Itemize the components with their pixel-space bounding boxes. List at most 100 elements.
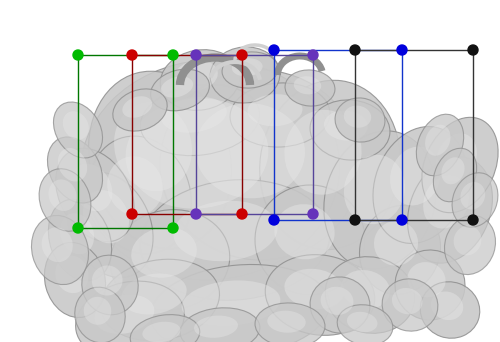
Ellipse shape bbox=[80, 60, 340, 280]
Circle shape bbox=[468, 215, 478, 225]
Ellipse shape bbox=[310, 100, 390, 160]
Ellipse shape bbox=[140, 84, 260, 156]
Circle shape bbox=[269, 215, 279, 225]
Circle shape bbox=[269, 45, 279, 55]
Circle shape bbox=[397, 45, 407, 55]
Ellipse shape bbox=[320, 287, 354, 315]
Ellipse shape bbox=[56, 148, 134, 242]
Ellipse shape bbox=[122, 96, 152, 118]
Circle shape bbox=[237, 50, 247, 60]
Bar bbox=[78, 55, 173, 228]
Ellipse shape bbox=[82, 255, 138, 315]
Bar bbox=[132, 55, 242, 214]
Ellipse shape bbox=[436, 133, 477, 182]
Ellipse shape bbox=[88, 71, 232, 249]
Ellipse shape bbox=[56, 255, 88, 293]
Ellipse shape bbox=[160, 70, 360, 260]
Ellipse shape bbox=[210, 47, 280, 103]
Bar bbox=[196, 55, 313, 214]
Ellipse shape bbox=[452, 173, 498, 227]
Ellipse shape bbox=[416, 114, 464, 176]
Ellipse shape bbox=[48, 180, 76, 211]
Ellipse shape bbox=[100, 259, 220, 341]
Ellipse shape bbox=[425, 125, 450, 156]
Ellipse shape bbox=[460, 182, 485, 210]
Ellipse shape bbox=[373, 127, 467, 244]
Ellipse shape bbox=[48, 199, 112, 281]
Ellipse shape bbox=[390, 147, 441, 206]
Ellipse shape bbox=[260, 80, 400, 250]
Ellipse shape bbox=[142, 322, 180, 342]
Ellipse shape bbox=[408, 262, 446, 298]
Ellipse shape bbox=[126, 98, 268, 209]
Ellipse shape bbox=[431, 291, 463, 320]
Circle shape bbox=[191, 50, 201, 60]
Ellipse shape bbox=[344, 155, 405, 224]
Circle shape bbox=[350, 215, 360, 225]
Circle shape bbox=[73, 50, 83, 60]
Ellipse shape bbox=[347, 312, 378, 332]
Bar bbox=[274, 50, 402, 220]
Ellipse shape bbox=[63, 111, 89, 140]
Ellipse shape bbox=[44, 242, 106, 317]
Ellipse shape bbox=[374, 221, 418, 266]
Ellipse shape bbox=[194, 316, 238, 338]
Ellipse shape bbox=[284, 110, 362, 195]
Ellipse shape bbox=[360, 206, 440, 294]
Ellipse shape bbox=[70, 164, 112, 211]
Ellipse shape bbox=[222, 52, 278, 88]
Ellipse shape bbox=[42, 227, 72, 262]
Ellipse shape bbox=[94, 295, 154, 334]
Ellipse shape bbox=[344, 106, 371, 128]
Circle shape bbox=[191, 209, 201, 219]
Ellipse shape bbox=[423, 175, 469, 228]
Ellipse shape bbox=[150, 69, 210, 111]
Ellipse shape bbox=[395, 250, 465, 320]
Ellipse shape bbox=[58, 148, 87, 182]
Ellipse shape bbox=[454, 226, 481, 255]
Ellipse shape bbox=[337, 305, 393, 342]
Ellipse shape bbox=[88, 136, 192, 254]
Ellipse shape bbox=[268, 311, 306, 333]
Circle shape bbox=[397, 215, 407, 225]
Ellipse shape bbox=[285, 70, 335, 106]
Circle shape bbox=[350, 45, 360, 55]
Ellipse shape bbox=[122, 274, 186, 315]
Ellipse shape bbox=[230, 83, 330, 147]
Ellipse shape bbox=[161, 77, 193, 97]
Circle shape bbox=[308, 50, 318, 60]
Ellipse shape bbox=[392, 288, 422, 314]
Ellipse shape bbox=[422, 117, 498, 213]
Ellipse shape bbox=[255, 303, 325, 342]
Ellipse shape bbox=[131, 227, 197, 278]
Ellipse shape bbox=[382, 279, 438, 331]
Ellipse shape bbox=[174, 60, 218, 91]
Ellipse shape bbox=[48, 137, 102, 203]
Ellipse shape bbox=[140, 180, 330, 300]
Ellipse shape bbox=[130, 315, 200, 342]
Circle shape bbox=[73, 223, 83, 233]
Ellipse shape bbox=[222, 57, 260, 85]
Ellipse shape bbox=[326, 256, 414, 333]
Ellipse shape bbox=[434, 148, 476, 202]
Ellipse shape bbox=[150, 264, 330, 342]
Ellipse shape bbox=[174, 201, 278, 261]
Ellipse shape bbox=[76, 281, 184, 342]
Ellipse shape bbox=[255, 185, 365, 295]
Ellipse shape bbox=[274, 204, 334, 259]
Circle shape bbox=[127, 50, 137, 60]
Circle shape bbox=[127, 209, 137, 219]
Ellipse shape bbox=[442, 157, 464, 184]
Ellipse shape bbox=[294, 76, 321, 94]
Ellipse shape bbox=[335, 98, 385, 142]
Ellipse shape bbox=[232, 58, 262, 76]
Ellipse shape bbox=[67, 172, 153, 278]
Ellipse shape bbox=[160, 50, 240, 110]
Ellipse shape bbox=[324, 131, 436, 269]
Ellipse shape bbox=[284, 269, 344, 309]
Ellipse shape bbox=[310, 277, 370, 333]
Ellipse shape bbox=[195, 103, 305, 198]
Ellipse shape bbox=[408, 157, 492, 263]
Ellipse shape bbox=[180, 308, 260, 342]
Ellipse shape bbox=[161, 97, 227, 133]
